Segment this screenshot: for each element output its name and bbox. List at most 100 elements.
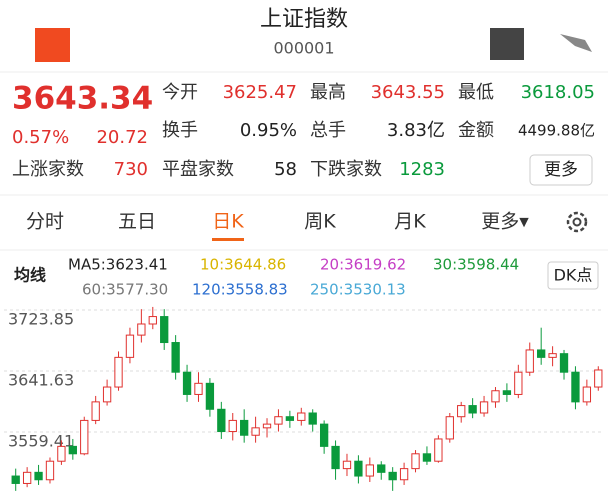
stat-value: 1283: [399, 159, 445, 180]
candle-body: [285, 416, 295, 421]
candle-body: [468, 405, 477, 414]
tabs: 分时 五日 日K 周K 月K 更多▾: [26, 211, 529, 241]
candle-body: [68, 445, 77, 455]
y-tick-label: 3641.63: [8, 370, 74, 389]
ma-item: 10:3644.86: [200, 256, 286, 274]
stat-value: 4499.88亿: [518, 122, 595, 140]
candle-body: [148, 316, 157, 325]
candle-body: [491, 390, 500, 403]
candle-body: [399, 468, 409, 481]
stat-value: 3625.47: [223, 82, 297, 103]
dk-button[interactable]: [547, 261, 599, 290]
stat-label: 上涨家数: [12, 159, 84, 180]
ma-legend: MA5:3623.41 10:3644.86 20:3619.62 30:3598.4…: [68, 256, 519, 299]
candle-body: [160, 316, 169, 344]
dk-button-label[interactable]: DK点: [554, 266, 593, 285]
candle-body: [297, 412, 306, 421]
tab[interactable]: 周K: [304, 211, 336, 233]
stat-label: 最低: [458, 82, 494, 103]
candle-body: [388, 471, 397, 481]
candle-body: [205, 382, 215, 410]
candle-body: [57, 445, 66, 462]
ma-item: MA5:3623.41: [68, 256, 168, 274]
ma-item: 120:3558.83: [192, 281, 288, 299]
candle-body: [559, 353, 569, 373]
page-title: 上证指数: [260, 7, 348, 32]
candle-body: [354, 460, 363, 477]
logo[interactable]: [35, 28, 70, 62]
price: 3643.34: [12, 81, 153, 117]
candle-body: [308, 412, 317, 425]
tab[interactable]: 更多▾: [481, 211, 529, 233]
tab[interactable]: 日K: [212, 211, 244, 233]
ma-item: 250:3530.13: [310, 281, 406, 299]
candle-body: [217, 408, 226, 433]
stat-label: 总手: [310, 120, 346, 141]
candle-body: [34, 471, 43, 481]
ma-item: 30:3598.44: [433, 256, 519, 274]
candle-body: [262, 423, 272, 429]
candle-body: [228, 419, 237, 433]
candle-body: [594, 369, 603, 388]
candle-body: [331, 445, 340, 470]
tab[interactable]: 分时: [26, 211, 64, 233]
candle-body: [194, 382, 203, 395]
stat-label: 换手: [162, 120, 198, 141]
candle-body: [45, 460, 55, 481]
candle-body: [457, 405, 466, 418]
change: 20.72: [96, 127, 148, 148]
stat-value: 58: [274, 159, 297, 180]
candle-body: [319, 423, 329, 447]
candle-body: [125, 334, 135, 358]
more-button-label[interactable]: 更多: [544, 160, 578, 180]
icon-button[interactable]: [560, 34, 592, 52]
tab[interactable]: 五日: [118, 211, 156, 233]
candle-body: [514, 371, 523, 395]
candle-body: [479, 401, 489, 414]
stat-value: 0.95%: [240, 120, 297, 141]
candle-body: [365, 464, 374, 477]
candle-body: [571, 371, 580, 403]
kline-chart: 3723.85 3641.63 3559.41: [4, 306, 604, 491]
candle-body: [537, 349, 546, 358]
ma-item: 20:3619.62: [320, 256, 406, 274]
stat-label: 下跌家数: [310, 159, 382, 180]
candle-body: [434, 438, 443, 462]
candle-body: [274, 416, 283, 425]
y-tick-label: 3559.41: [8, 431, 74, 450]
candle-body: [182, 371, 192, 395]
candle-body: [411, 453, 420, 470]
candle-body: [137, 323, 146, 336]
candle-body: [422, 453, 432, 462]
candle-body: [251, 427, 260, 436]
icon-button[interactable]: [490, 28, 524, 60]
stats: 今开 3625.47 最高 3643.55 最低 3618.05 换手 0.95% 总手 3.83…: [12, 82, 595, 180]
candle-body: [502, 390, 512, 395]
y-tick-label: 3723.85: [8, 310, 74, 329]
more-button[interactable]: [529, 154, 593, 186]
candle-body: [22, 471, 32, 484]
candle-body: [102, 386, 112, 403]
candle-body: [171, 342, 180, 373]
stat-value: 3618.05: [521, 82, 595, 103]
candle-body: [525, 349, 534, 373]
change-pct: 0.57%: [12, 127, 69, 148]
tab[interactable]: 月K: [394, 211, 426, 233]
settings-icon[interactable]: [566, 211, 588, 233]
candle-body: [342, 460, 352, 470]
stat-value: 730: [114, 159, 148, 180]
stat-label: 今开: [162, 82, 198, 103]
candle-body: [445, 416, 454, 440]
candle-body: [377, 464, 386, 473]
candle-body: [582, 386, 592, 403]
stock-code: 000001: [273, 39, 334, 58]
stat-value: 3.83亿: [387, 120, 445, 141]
ma-item: 60:3577.30: [82, 281, 168, 299]
candle-body: [91, 401, 100, 421]
ma-title: 均线: [14, 266, 46, 285]
stat-label: 金额: [458, 120, 494, 141]
candle-body: [548, 353, 557, 358]
candle-body: [11, 475, 20, 484]
stat-label: 平盘家数: [162, 159, 234, 180]
